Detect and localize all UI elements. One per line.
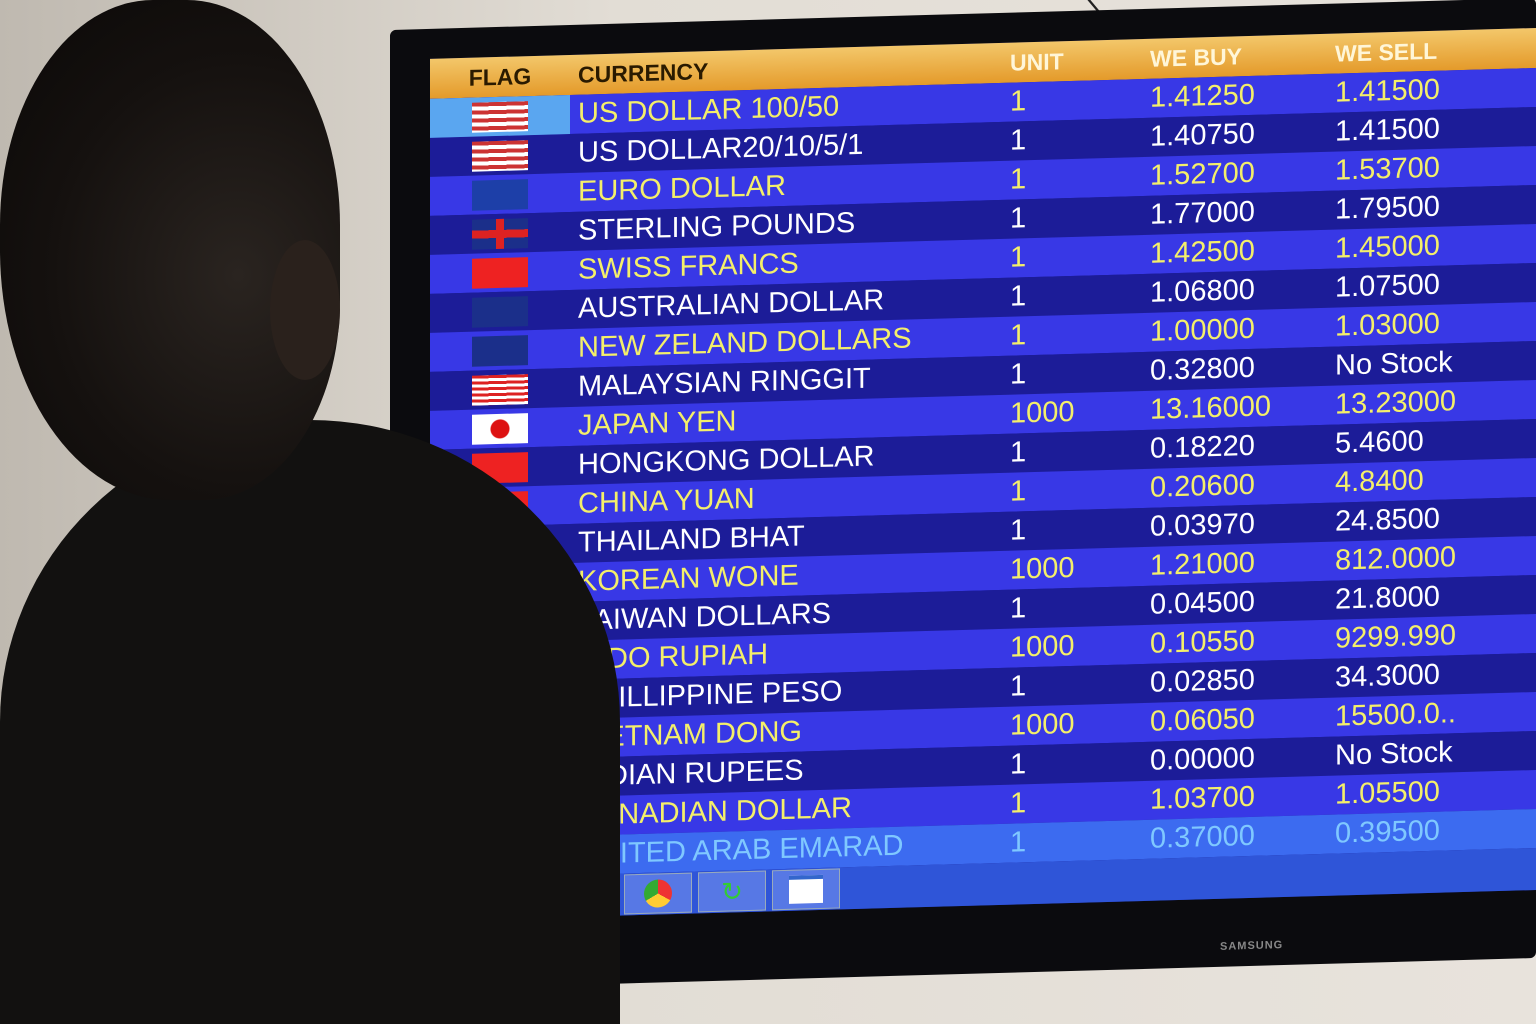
unit-value: 1000: [1010, 707, 1075, 742]
person-ear: [270, 240, 340, 380]
we-buy-value: 0.00000: [1150, 741, 1255, 777]
we-buy-value: 1.03700: [1150, 780, 1255, 816]
unit-value: 1: [1010, 319, 1027, 352]
sync-icon[interactable]: ↻: [698, 870, 766, 913]
we-buy-value: 0.03970: [1150, 507, 1255, 543]
we-buy-value: 1.00000: [1150, 312, 1255, 348]
unit-value: 1: [1010, 85, 1027, 118]
we-sell-value: 1.79500: [1335, 190, 1440, 226]
we-buy-value: 0.02850: [1150, 663, 1255, 699]
unit-value: 1: [1010, 787, 1027, 820]
we-sell-value: 1.41500: [1335, 112, 1440, 148]
we-buy-value: 0.18220: [1150, 429, 1255, 465]
we-buy-value: 1.21000: [1150, 546, 1255, 582]
we-sell-value: 1.45000: [1335, 229, 1440, 265]
we-buy-value: 0.20600: [1150, 468, 1255, 504]
we-sell-value: 9299.990: [1335, 619, 1456, 655]
unit-value: 1: [1010, 748, 1027, 781]
we-sell-value: 1.41500: [1335, 73, 1440, 109]
unit-value: 1: [1010, 436, 1027, 469]
we-sell-value: No Stock: [1335, 736, 1453, 772]
unit-value: 1: [1010, 124, 1027, 157]
we-buy-value: 13.16000: [1150, 390, 1271, 426]
we-sell-value: No Stock: [1335, 346, 1453, 382]
we-sell-value: 4.8400: [1335, 464, 1424, 499]
header-unit: UNIT: [1010, 47, 1064, 76]
unit-value: 1000: [1010, 551, 1075, 586]
we-sell-value: 1.53700: [1335, 151, 1440, 187]
unit-value: 1: [1010, 163, 1027, 196]
we-sell-value: 1.03000: [1335, 307, 1440, 343]
we-sell-value: 13.23000: [1335, 385, 1456, 421]
we-buy-value: 1.42500: [1150, 234, 1255, 270]
we-buy-value: 0.10550: [1150, 624, 1255, 660]
we-buy-value: 1.41250: [1150, 78, 1255, 114]
we-buy-value: 0.32800: [1150, 351, 1255, 387]
we-sell-value: 1.05500: [1335, 775, 1440, 811]
monitor-brand: SAMSUNG: [1220, 939, 1284, 953]
header-we-buy: WE BUY: [1150, 42, 1242, 72]
we-sell-value: 21.8000: [1335, 580, 1440, 616]
unit-value: 1: [1010, 241, 1027, 274]
we-buy-value: 1.40750: [1150, 117, 1255, 153]
person-body: [0, 420, 620, 1024]
unit-value: 1000: [1010, 629, 1075, 664]
we-sell-value: 34.3000: [1335, 658, 1440, 694]
header-we-sell: WE SELL: [1335, 37, 1438, 67]
we-buy-value: 0.06050: [1150, 702, 1255, 738]
we-buy-value: 1.06800: [1150, 273, 1255, 309]
unit-value: 1: [1010, 514, 1027, 547]
unit-value: 1: [1010, 280, 1027, 313]
we-buy-value: 1.52700: [1150, 156, 1255, 192]
we-buy-value: 1.77000: [1150, 195, 1255, 231]
we-sell-value: 15500.0..: [1335, 697, 1456, 733]
person-silhouette: [0, 0, 620, 1024]
we-sell-value: 24.8500: [1335, 502, 1440, 538]
unit-value: 1: [1010, 592, 1027, 625]
window-icon[interactable]: [772, 868, 840, 911]
we-buy-value: 0.37000: [1150, 819, 1255, 855]
person-head: [0, 0, 340, 500]
unit-value: 1: [1010, 358, 1027, 391]
we-sell-value: 5.4600: [1335, 425, 1424, 460]
unit-value: 1: [1010, 475, 1027, 508]
we-sell-value: 812.0000: [1335, 541, 1456, 577]
we-buy-value: 0.04500: [1150, 585, 1255, 621]
unit-value: 1: [1010, 670, 1027, 703]
header-currency: CURRENCY: [578, 57, 709, 88]
unit-value: 1: [1010, 826, 1027, 859]
unit-value: 1: [1010, 202, 1027, 235]
we-sell-value: 1.07500: [1335, 268, 1440, 304]
we-sell-value: 0.39500: [1335, 814, 1440, 850]
chrome-icon[interactable]: [624, 872, 692, 915]
unit-value: 1000: [1010, 395, 1075, 430]
